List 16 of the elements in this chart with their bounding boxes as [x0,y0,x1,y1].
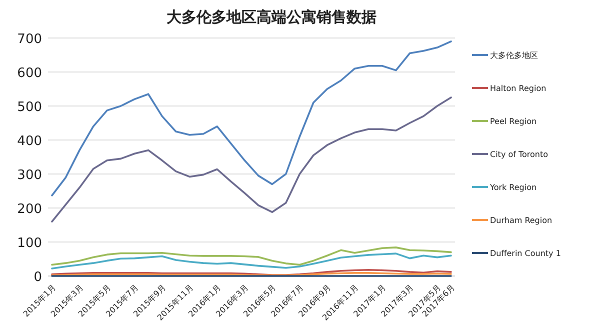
legend-label: Durham Region [490,216,552,225]
chart-title: 大多伦多地区高端公寓销售数据 [166,8,376,26]
y-tick-label: 700 [17,32,42,47]
legend-label: York Region [489,183,537,192]
legend-label: Dufferin County 1 [490,249,561,258]
y-tick-label: 400 [17,134,42,149]
y-tick-label: 100 [17,236,42,251]
y-tick-label: 500 [17,100,42,115]
y-tick-label: 600 [17,66,42,81]
y-tick-label: 0 [34,270,42,285]
legend-label: Halton Region [490,84,546,93]
y-tick-label: 300 [17,168,42,183]
legend-label: Peel Region [490,117,537,126]
legend-label: 大多伦多地区 [490,51,538,60]
y-tick-label: 200 [17,202,42,217]
legend-label: City of Toronto [490,150,548,159]
